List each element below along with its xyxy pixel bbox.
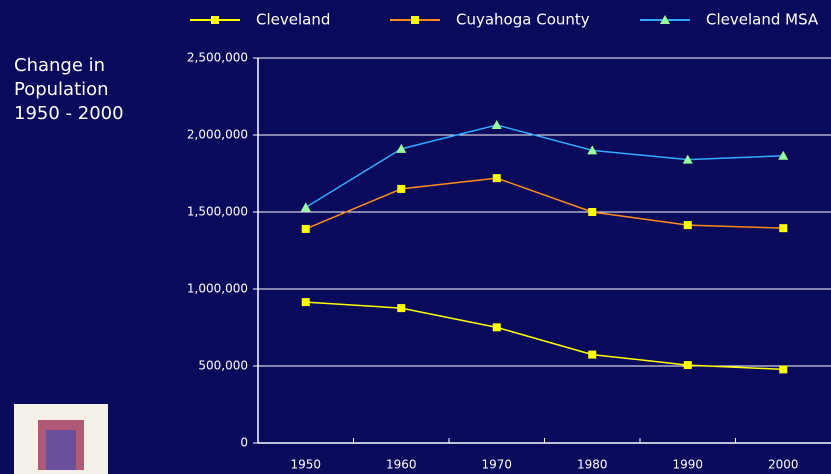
x-tick-label: 1970 xyxy=(481,458,512,472)
x-tick-label: 2000 xyxy=(768,458,799,472)
legend-label: Cuyahoga County xyxy=(456,11,590,29)
point xyxy=(397,184,406,193)
point xyxy=(683,221,692,230)
x-tick-label: 1980 xyxy=(577,458,608,472)
y-tick-label: 0 xyxy=(240,436,248,450)
y-tick-label: 2,500,000 xyxy=(187,51,248,65)
point xyxy=(301,224,310,233)
point xyxy=(492,174,501,183)
chart-title: Change in Population 1950 - 2000 xyxy=(14,55,124,124)
point xyxy=(587,145,598,155)
legend-marker xyxy=(211,16,219,24)
x-tick-label: 1990 xyxy=(672,458,703,472)
x-tick-label: 1960 xyxy=(386,458,417,472)
point xyxy=(588,350,597,359)
series-line xyxy=(305,177,784,230)
legend-marker xyxy=(411,16,419,24)
series-line xyxy=(305,301,784,371)
point xyxy=(491,119,502,129)
point xyxy=(397,304,406,313)
point xyxy=(682,154,693,164)
point xyxy=(588,208,597,216)
point xyxy=(396,143,407,153)
legend-label: Cleveland MSA xyxy=(706,11,819,29)
point xyxy=(779,224,788,233)
y-tick-label: 500,000 xyxy=(198,359,248,373)
point xyxy=(779,365,788,374)
x-tick-label: 1950 xyxy=(290,458,321,472)
thumbnail xyxy=(14,404,108,474)
point xyxy=(492,323,501,332)
point xyxy=(301,298,310,307)
y-tick-label: 1,500,000 xyxy=(187,205,248,219)
legend-marker xyxy=(660,15,670,24)
point xyxy=(300,202,311,212)
y-tick-label: 2,000,000 xyxy=(187,128,248,142)
point xyxy=(778,150,789,160)
point xyxy=(683,361,692,370)
series-line xyxy=(305,124,784,209)
y-tick-label: 1,000,000 xyxy=(187,282,248,296)
legend-label: Cleveland xyxy=(256,11,330,29)
